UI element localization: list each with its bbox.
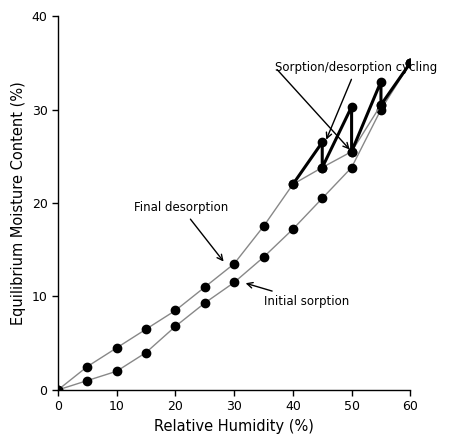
Y-axis label: Equilibrium Moisture Content (%): Equilibrium Moisture Content (%) xyxy=(11,81,26,325)
X-axis label: Relative Humidity (%): Relative Humidity (%) xyxy=(154,419,314,434)
Text: Sorption/desorption cycling: Sorption/desorption cycling xyxy=(275,61,437,138)
Text: Final desorption: Final desorption xyxy=(134,201,229,260)
Text: Initial sorption: Initial sorption xyxy=(247,283,349,307)
